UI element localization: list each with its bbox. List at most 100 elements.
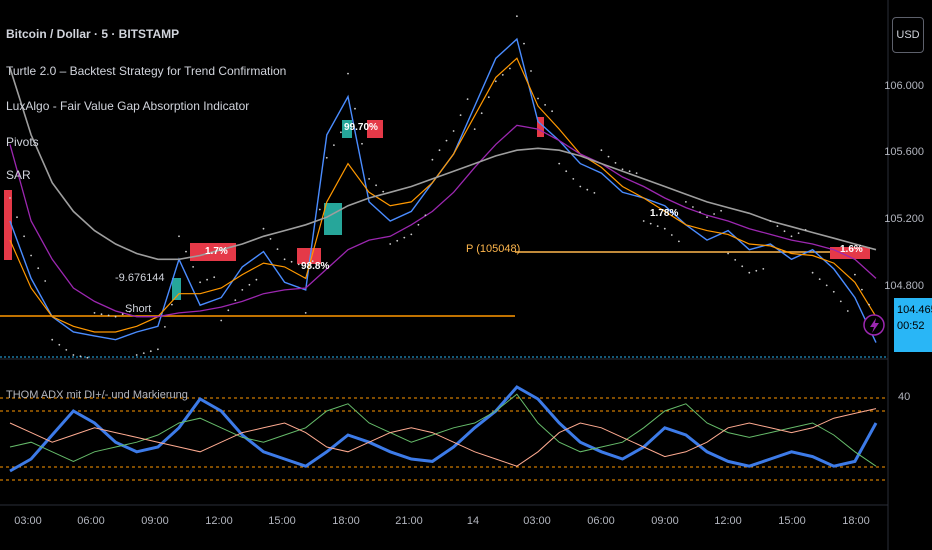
sar-dot xyxy=(516,15,518,18)
sar-dot xyxy=(142,352,145,354)
countdown: 00:52 xyxy=(897,320,925,332)
time-tick: 09:00 xyxy=(141,515,169,527)
sar-dot xyxy=(762,268,765,270)
sar-dot xyxy=(790,235,793,238)
sar-dot xyxy=(276,248,279,251)
indicator-turtle[interactable]: Turtle 2.0 – Backtest Strategy for Trend… xyxy=(6,64,287,78)
sar-dot xyxy=(171,303,173,306)
sar-dot xyxy=(417,223,420,226)
bull-box-1 xyxy=(324,203,342,235)
sar-dot xyxy=(241,289,244,291)
box-label-3: 99.70% xyxy=(344,122,378,133)
price-series-line-3 xyxy=(9,67,877,261)
sar-dot xyxy=(361,142,363,145)
sar-dot xyxy=(776,225,779,228)
short-value-label: -9.676144 xyxy=(115,272,165,284)
sar-dot xyxy=(530,70,532,72)
adx-legend[interactable]: THOM ADX mit DI+/- und Markierung xyxy=(6,389,188,401)
pivot-label: P (105048) xyxy=(466,243,521,255)
sar-dot xyxy=(854,273,856,276)
time-tick: 06:00 xyxy=(77,515,105,527)
time-tick: 18:00 xyxy=(842,515,870,527)
sar-dot xyxy=(727,252,729,255)
sar-dot xyxy=(614,162,617,164)
sar-dot xyxy=(255,278,258,281)
sar-dot xyxy=(100,313,103,316)
sar-dot xyxy=(593,192,596,194)
sar-dot xyxy=(248,283,251,286)
time-tick: 15:00 xyxy=(778,515,806,527)
sar-dot xyxy=(72,354,75,356)
sar-dot xyxy=(93,312,96,314)
bear-box-2 xyxy=(297,248,321,264)
sar-dot xyxy=(375,184,377,187)
sar-dot xyxy=(354,107,356,110)
sar-dot xyxy=(220,319,223,322)
indicator-pivots[interactable]: Pivots xyxy=(6,135,39,149)
currency-button[interactable]: USD xyxy=(892,17,924,53)
last-price-value: 104.465 xyxy=(897,304,932,316)
sar-dot xyxy=(839,300,842,303)
sar-dot xyxy=(720,209,722,212)
price-tick: 105.600 xyxy=(884,146,924,158)
sar-dot xyxy=(487,96,490,99)
adx-series-line-2 xyxy=(9,408,877,467)
sar-dot xyxy=(769,220,772,222)
price-series-line-2 xyxy=(9,124,877,318)
sar-dot xyxy=(494,80,497,83)
box-label-5: 1.6% xyxy=(840,244,863,255)
sar-dot xyxy=(382,190,385,193)
bull-box-2 xyxy=(172,278,181,300)
sar-dot xyxy=(868,303,870,306)
indicator-luxalgo[interactable]: LuxAlgo - Fair Value Gap Absorption Indi… xyxy=(6,99,250,113)
sar-dot xyxy=(9,197,11,199)
sar-dot xyxy=(86,356,89,359)
sar-dot xyxy=(551,110,553,113)
sar-dot xyxy=(304,312,307,314)
sar-dot xyxy=(466,98,469,100)
sar-dot xyxy=(537,97,539,100)
sar-dot xyxy=(431,158,434,161)
sar-dot xyxy=(692,206,694,208)
sar-dot xyxy=(797,232,800,235)
sar-dot xyxy=(58,343,61,346)
sar-dot xyxy=(459,114,462,116)
sar-dot xyxy=(706,216,708,219)
sar-dot xyxy=(713,213,715,215)
time-tick: 03:00 xyxy=(14,515,42,527)
sar-dot xyxy=(649,222,652,225)
indicator-sar[interactable]: SAR xyxy=(6,168,31,182)
sar-dot xyxy=(811,271,814,274)
sar-dot xyxy=(861,288,863,291)
box-label-2: 98.8% xyxy=(301,261,330,272)
price-series-line-1 xyxy=(9,57,877,333)
sar-dot xyxy=(410,233,413,236)
sar-dot xyxy=(846,310,849,312)
adx-series-line-1 xyxy=(9,393,877,467)
sar-dot xyxy=(199,281,202,284)
sar-dot xyxy=(333,144,335,147)
sar-dot xyxy=(501,74,504,76)
sar-dot xyxy=(135,354,138,356)
price-tick: 104.800 xyxy=(884,280,924,292)
sar-dot xyxy=(44,280,47,282)
bull-box-3 xyxy=(342,120,352,138)
sar-dot xyxy=(206,278,209,281)
symbol-title[interactable]: Bitcoin / Dollar · 5 · BITSTAMP xyxy=(6,27,180,41)
time-tick: 12:00 xyxy=(205,515,233,527)
sar-dot xyxy=(37,267,40,270)
short-label: Short xyxy=(125,303,152,315)
sar-dot xyxy=(607,155,610,158)
bear-box-5 xyxy=(830,247,870,259)
sar-dot xyxy=(544,104,546,106)
sar-dot xyxy=(65,349,68,351)
sar-dot xyxy=(670,234,673,236)
sar-dot xyxy=(157,348,159,351)
sar-dot xyxy=(628,170,631,173)
sar-dot xyxy=(424,214,427,217)
sar-dot xyxy=(635,172,638,175)
time-tick: 12:00 xyxy=(714,515,742,527)
sar-dot xyxy=(213,276,216,279)
sar-dot xyxy=(748,271,751,274)
